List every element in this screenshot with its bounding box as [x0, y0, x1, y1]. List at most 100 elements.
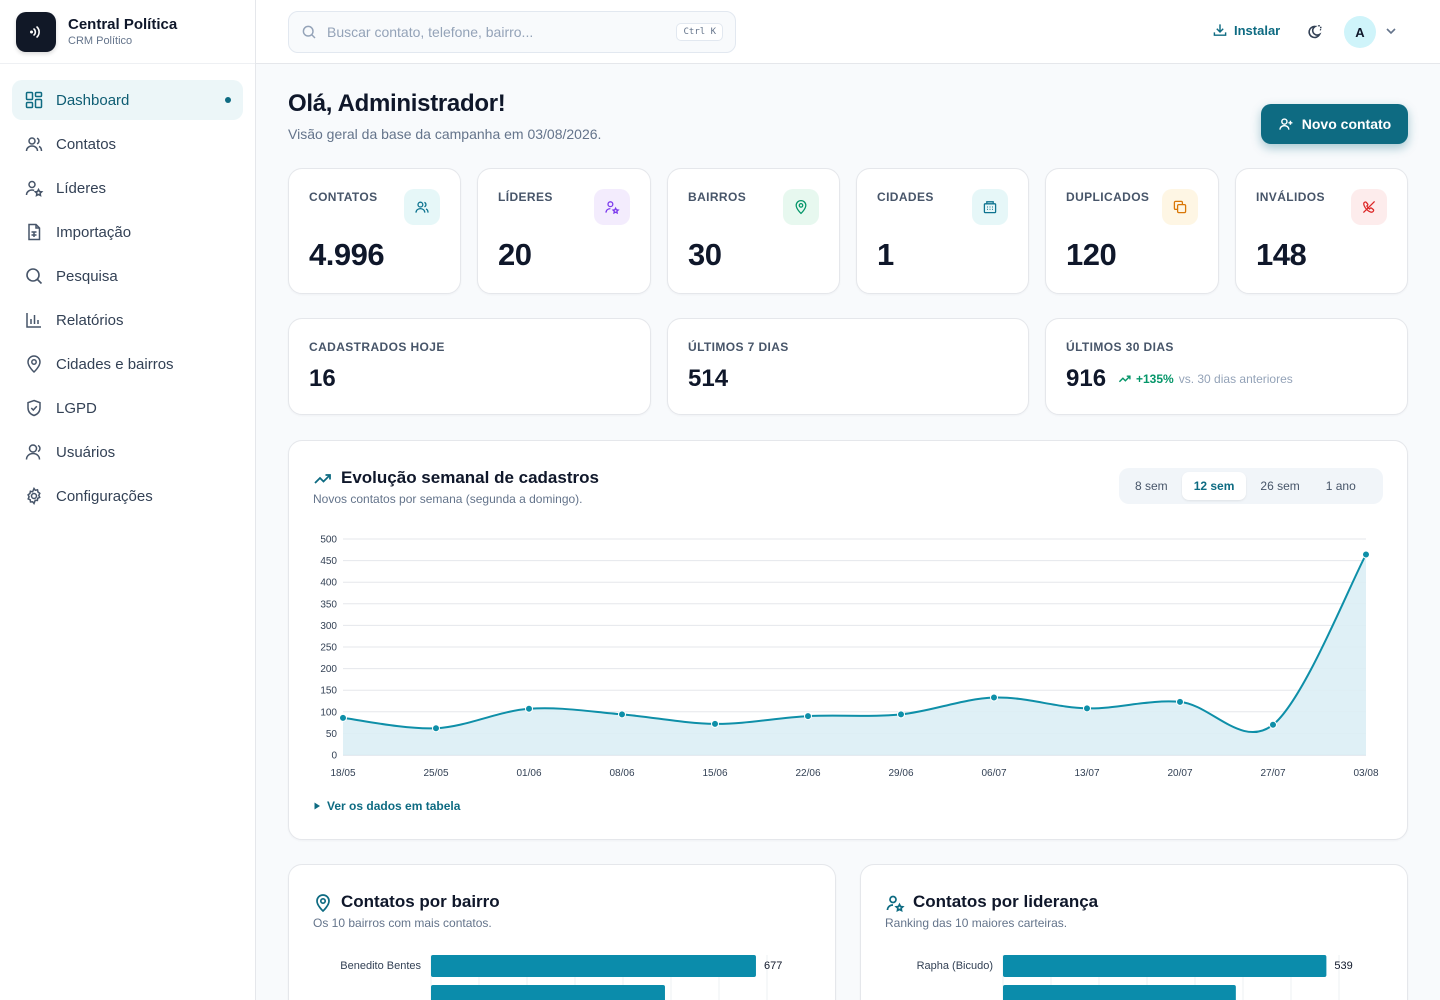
users-icon — [24, 134, 44, 154]
sidebar-item-label: Cidades e bairros — [56, 355, 174, 373]
avatar[interactable]: A — [1344, 16, 1376, 48]
stat-card-contatos[interactable]: CONTATOS 4.996 — [288, 168, 461, 294]
data-point[interactable] — [897, 710, 905, 719]
search-icon — [302, 25, 316, 39]
sidebar: Central Política CRM Político Dashboard … — [0, 0, 256, 1000]
brand[interactable]: Central Política CRM Político — [0, 0, 255, 64]
y-tick-label: 350 — [320, 599, 337, 610]
data-point[interactable] — [1362, 550, 1370, 559]
bar-chart-icon — [24, 310, 44, 330]
stat-value: 30 — [688, 237, 722, 272]
table-toggle-label: Ver os dados em tabela — [327, 799, 461, 813]
sidebar-item-label: Líderes — [56, 179, 107, 197]
series-line — [342, 554, 1367, 733]
data-point[interactable] — [525, 704, 533, 713]
panel-title: Contatos por liderança — [913, 892, 1099, 911]
stat-label: DUPLICADOS — [1066, 190, 1150, 204]
data-point[interactable] — [1083, 704, 1091, 713]
y-tick-label: 50 — [326, 729, 338, 740]
table-toggle-link[interactable]: Ver os dados em tabela — [313, 799, 460, 813]
search-input[interactable]: Buscar contato, telefone, bairro... Ctrl… — [288, 11, 736, 53]
stat-card-duplicados[interactable]: DUPLICADOS 120 — [1045, 168, 1219, 294]
bar[interactable] — [431, 985, 665, 1000]
brand-logo-icon — [16, 11, 56, 52]
y-tick-label: 500 — [320, 535, 337, 546]
phone-off-icon — [1351, 189, 1387, 225]
sidebar-item-label: Contatos — [56, 135, 117, 153]
x-tick-label: 20/07 — [1167, 768, 1192, 779]
x-tick-label: 06/07 — [981, 768, 1006, 779]
user-icon — [24, 442, 44, 462]
stat-card-cidades[interactable]: CIDADES 1 — [856, 168, 1029, 294]
sidebar-item-lideres[interactable]: Líderes — [12, 168, 243, 208]
sidebar-item-contatos[interactable]: Contatos — [12, 124, 243, 164]
y-tick-label: 250 — [320, 643, 337, 654]
chevron-down-icon[interactable] — [1384, 24, 1398, 43]
page-subtitle: Visão geral da base da campanha em 03/08… — [288, 126, 602, 142]
trending-up-icon — [314, 474, 331, 484]
bar[interactable] — [1003, 955, 1327, 977]
new-contact-button[interactable]: Novo contato — [1261, 104, 1408, 144]
user-star-icon — [594, 189, 630, 225]
x-tick-label: 01/06 — [516, 768, 541, 779]
range-1-ano[interactable]: 1 ano — [1325, 479, 1356, 493]
period-card-30-dias: ÚLTIMOS 30 DIAS 916 +135% vs. 30 dias an… — [1045, 318, 1408, 415]
trend-percent: +135% — [1136, 372, 1174, 386]
install-button[interactable]: Instalar — [1212, 22, 1280, 38]
x-tick-label: 27/07 — [1260, 768, 1285, 779]
stat-card-invalidos[interactable]: INVÁLIDOS 148 — [1235, 168, 1408, 294]
sidebar-item-importacao[interactable]: Importação — [12, 212, 243, 252]
y-tick-label: 300 — [320, 621, 337, 632]
stat-label: INVÁLIDOS — [1256, 190, 1325, 204]
data-point[interactable] — [711, 719, 719, 728]
data-point[interactable] — [339, 713, 347, 722]
caret-right-icon — [314, 802, 320, 810]
sidebar-item-cidades-bairros[interactable]: Cidades e bairros — [12, 344, 243, 384]
map-pin-icon — [316, 894, 330, 913]
data-point[interactable] — [1176, 697, 1184, 706]
new-contact-label: Novo contato — [1301, 116, 1392, 132]
shield-check-icon — [24, 398, 44, 418]
brand-subtitle: CRM Político — [68, 34, 133, 47]
period-card-7-dias: ÚLTIMOS 7 DIAS 514 — [667, 318, 1029, 415]
download-icon — [1213, 24, 1227, 36]
active-indicator — [225, 97, 231, 103]
theme-toggle-icon[interactable] — [1304, 22, 1324, 42]
data-point[interactable] — [618, 710, 626, 719]
sidebar-item-pesquisa[interactable]: Pesquisa — [12, 256, 243, 296]
range-8-sem[interactable]: 8 sem — [1135, 479, 1168, 493]
sidebar-item-usuarios[interactable]: Usuários — [12, 432, 243, 472]
panel-subtitle: Ranking das 10 maiores carteiras. — [885, 916, 1068, 930]
data-point[interactable] — [990, 693, 998, 702]
building-icon — [972, 189, 1008, 225]
stat-card-bairros[interactable]: BAIRROS 30 — [667, 168, 840, 294]
y-tick-label: 0 — [331, 751, 337, 762]
map-pin-icon — [24, 354, 44, 374]
data-point[interactable] — [1269, 720, 1277, 729]
period-value: 514 — [688, 365, 729, 392]
x-tick-label: 29/06 — [888, 768, 913, 779]
stat-card-lideres[interactable]: LÍDERES 20 — [477, 168, 651, 294]
bar-category-label: Benedito Bentes — [340, 960, 421, 972]
sidebar-item-label: Pesquisa — [56, 267, 118, 285]
sidebar-item-lgpd[interactable]: LGPD — [12, 388, 243, 428]
panel-title: Contatos por bairro — [341, 892, 500, 911]
data-point[interactable] — [804, 712, 812, 721]
bar[interactable] — [1003, 985, 1236, 1000]
sidebar-item-configuracoes[interactable]: Configurações — [12, 476, 243, 516]
panel-title: Evolução semanal de cadastros — [341, 468, 599, 487]
range-26-sem[interactable]: 26 sem — [1260, 479, 1300, 493]
data-point[interactable] — [432, 724, 440, 733]
period-value: 16 — [309, 365, 336, 392]
range-selector: 8 sem 12 sem 26 sem 1 ano — [1119, 468, 1383, 504]
sidebar-item-dashboard[interactable]: Dashboard — [12, 80, 243, 120]
bar[interactable] — [431, 955, 756, 977]
trend-text: vs. 30 dias anteriores — [1178, 372, 1293, 386]
bar-value-label: 539 — [1334, 960, 1352, 972]
file-spreadsheet-icon — [24, 222, 44, 242]
sidebar-item-label: Configurações — [56, 487, 153, 505]
period-label: CADASTRADOS HOJE — [309, 340, 445, 354]
sidebar-item-relatorios[interactable]: Relatórios — [12, 300, 243, 340]
range-12-sem[interactable]: 12 sem — [1181, 472, 1247, 500]
user-plus-icon — [1279, 118, 1293, 130]
